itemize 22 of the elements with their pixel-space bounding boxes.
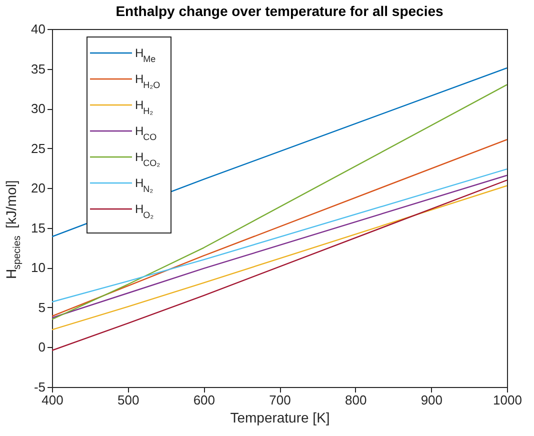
y-tick-label: 40 bbox=[31, 22, 46, 36]
x-tick-label: 900 bbox=[420, 392, 443, 408]
y-tick-label: 25 bbox=[31, 140, 46, 156]
x-tick-label: 600 bbox=[193, 392, 216, 408]
y-tick-label: 35 bbox=[31, 61, 46, 76]
x-tick-label: 400 bbox=[42, 392, 64, 408]
x-tick-label: 800 bbox=[344, 392, 367, 408]
y-tick-label: 20 bbox=[31, 180, 46, 196]
chart-title: Enthalpy change over temperature for all species bbox=[116, 3, 444, 19]
line-series bbox=[52, 138, 507, 317]
line-series bbox=[52, 180, 507, 352]
x-tick-label: 1000 bbox=[493, 392, 522, 408]
y-tick-label: -5 bbox=[34, 380, 46, 394]
x-axis-title: Temperature [K] bbox=[230, 410, 330, 426]
y-axis-title: Hspecies [kJ/mol] bbox=[3, 180, 23, 279]
y-tick-label: 0 bbox=[38, 340, 46, 355]
y-tick-label: 10 bbox=[31, 260, 46, 276]
x-tick-label: 700 bbox=[269, 392, 291, 408]
y-tick-label: 15 bbox=[31, 220, 46, 236]
y-tick-label: 5 bbox=[38, 300, 46, 315]
y-tick-label: 30 bbox=[31, 101, 46, 116]
x-tick-label: 500 bbox=[117, 392, 140, 408]
